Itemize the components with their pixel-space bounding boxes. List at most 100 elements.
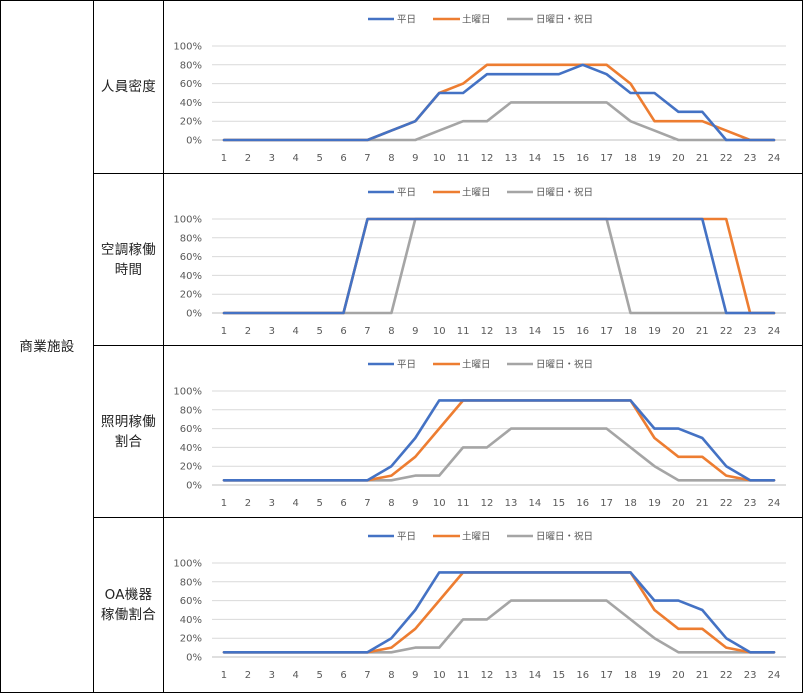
occupancy-chart: 0%20%40%60%80%100%1 2 3 4 5 6 7 8 9 10 11 12 13 14 15 1…: [173, 14, 786, 164]
legend-label: 日曜日・祝日: [536, 187, 593, 199]
x-tick-label: 10: [433, 498, 446, 509]
row-divider-3: [93, 517, 803, 518]
x-tick-label: 15: [552, 326, 565, 337]
x-tick-label: 20: [672, 153, 685, 164]
row-label-hvac: 空調稼働 時間: [94, 174, 163, 345]
y-tick-label: 60%: [180, 79, 202, 90]
x-tick-label: 17: [600, 326, 613, 337]
row-label-text: OA機器 稼働割合: [100, 587, 157, 623]
y-tick-label: 100%: [173, 42, 202, 53]
x-tick-label: 16: [576, 498, 589, 509]
row-label-text: 人員密度: [100, 79, 157, 95]
x-tick-label: 12: [481, 670, 494, 681]
x-tick-label: 4: [293, 498, 299, 509]
row-label-text: 照明稼働 割合: [100, 413, 157, 450]
x-tick-label: 24: [768, 153, 781, 164]
y-tick-label: 0%: [186, 481, 202, 492]
y-tick-label: 100%: [173, 215, 202, 226]
y-tick-label: 60%: [180, 424, 202, 435]
y-tick-label: 40%: [180, 615, 202, 626]
y-tick-label: 100%: [173, 559, 202, 570]
x-tick-label: 23: [744, 670, 757, 681]
x-tick-label: 1: [221, 153, 227, 164]
y-tick-label: 80%: [180, 405, 202, 416]
x-tick-label: 10: [433, 153, 446, 164]
x-tick-label: 2: [245, 326, 251, 337]
y-tick-label: 80%: [180, 577, 202, 588]
facility-label: 商業施設: [1, 1, 93, 692]
x-tick-label: 20: [672, 326, 685, 337]
x-tick-label: 8: [388, 326, 394, 337]
x-tick-label: 11: [457, 670, 470, 681]
x-tick-label: 9: [412, 670, 418, 681]
x-tick-label: 16: [576, 153, 589, 164]
chart-cell-occupancy: 0% 20% 40% 60% 80% 100% 1 2 3 4 5 6 7 8 9 10 11 12 13 14 15 1…: [164, 1, 803, 173]
x-tick-label: 6: [340, 326, 346, 337]
legend-label: 土曜日: [462, 359, 491, 371]
x-tick-label: 15: [552, 670, 565, 681]
y-tick-label: 80%: [180, 233, 202, 244]
row-label-text: 空調稼働 時間: [100, 241, 157, 278]
x-tick-label: 8: [388, 498, 394, 509]
row-label-occupancy: 人員密度: [94, 1, 163, 173]
x-tick-label: 13: [505, 670, 518, 681]
x-tick-label: 16: [576, 670, 589, 681]
series-line-weekday: [222, 399, 776, 482]
x-tick-label: 18: [624, 498, 637, 509]
legend-label: 土曜日: [462, 187, 491, 199]
x-tick-label: 21: [696, 153, 709, 164]
x-tick-label: 5: [316, 670, 322, 681]
x-tick-label: 1: [221, 498, 227, 509]
x-tick-label: 6: [340, 153, 346, 164]
x-tick-label: 22: [720, 670, 733, 681]
x-tick-label: 19: [648, 326, 661, 337]
x-tick-label: 4: [293, 670, 299, 681]
x-tick-label: 14: [529, 498, 542, 509]
x-tick-label: 19: [648, 153, 661, 164]
oa-equipment-chart: 0%20%40%60%80%100%1 2 3 4 5 6 7 8 9 10 11 12 13 14 15 1…: [173, 531, 786, 681]
x-tick-label: 16: [576, 326, 589, 337]
legend-label: 平日: [397, 532, 416, 543]
x-tick-label: 1: [221, 326, 227, 337]
x-tick-label: 18: [624, 670, 637, 681]
x-tick-label: 9: [412, 498, 418, 509]
row-label-oa-equipment: OA機器 稼働割合: [94, 518, 163, 692]
y-tick-label: 0%: [186, 653, 202, 664]
x-tick-label: 10: [433, 326, 446, 337]
chart-cell-hvac: 0% 20% 40% 60% 80% 100% 1 2 3 4 5 6 7 8 9 10 11 12 13 14 15 1…: [164, 174, 803, 345]
table-border-left: [0, 0, 1, 693]
x-tick-label: 10: [433, 670, 446, 681]
x-tick-label: 2: [245, 153, 251, 164]
y-tick-label: 20%: [180, 290, 202, 301]
x-tick-label: 11: [457, 153, 470, 164]
x-tick-label: 2: [245, 498, 251, 509]
x-tick-label: 15: [552, 153, 565, 164]
x-tick-label: 18: [624, 153, 637, 164]
row-divider-2: [93, 345, 803, 346]
x-tick-label: 23: [744, 326, 757, 337]
x-tick-label: 20: [672, 498, 685, 509]
x-tick-label: 11: [457, 498, 470, 509]
x-tick-label: 13: [505, 498, 518, 509]
legend-label: 平日: [397, 360, 416, 371]
x-tick-label: 22: [720, 153, 733, 164]
x-tick-label: 7: [364, 153, 370, 164]
x-tick-label: 3: [269, 153, 275, 164]
y-tick-label: 0%: [186, 309, 202, 320]
x-tick-label: 8: [388, 670, 394, 681]
y-tick-label: 80%: [180, 60, 202, 71]
series-line-holiday: [222, 599, 776, 654]
legend-label: 平日: [397, 15, 416, 26]
x-tick-label: 21: [696, 498, 709, 509]
table-border-top: [0, 0, 803, 1]
table-border-col1: [93, 0, 94, 693]
x-tick-label: 11: [457, 326, 470, 337]
chart-cell-oa-equipment: 0% 20% 40% 60% 80% 100% 1 2 3 4 5 6 7 8 9 10 11 12 13 14 15 1…: [164, 518, 803, 692]
series-line-holiday: [222, 427, 776, 482]
x-tick-label: 24: [768, 326, 781, 337]
y-tick-label: 20%: [180, 462, 202, 473]
x-tick-label: 23: [744, 498, 757, 509]
x-tick-label: 17: [600, 670, 613, 681]
y-tick-label: 40%: [180, 271, 202, 282]
